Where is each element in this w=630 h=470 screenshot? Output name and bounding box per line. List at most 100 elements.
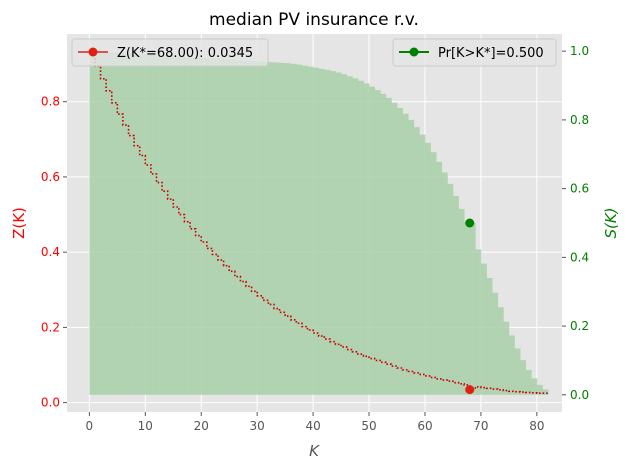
left-tick-label: 0.6 bbox=[41, 170, 60, 184]
s-step-bar bbox=[218, 59, 225, 395]
s-step-bar bbox=[520, 360, 527, 395]
s-step-bar bbox=[424, 142, 431, 395]
s-step-bar bbox=[145, 54, 152, 395]
left-axis-label: Z(K) bbox=[10, 207, 28, 239]
s-step-bar bbox=[413, 127, 420, 395]
s-step-bar bbox=[542, 389, 549, 395]
s-step-bar bbox=[497, 307, 504, 395]
s-step-bar bbox=[134, 53, 141, 395]
legend-right-label: Pr[K>K*]=0.500 bbox=[438, 46, 544, 61]
s-step-bar bbox=[178, 56, 185, 395]
s-step-bar bbox=[508, 335, 515, 395]
right-tick-label: 0.4 bbox=[570, 250, 589, 264]
s-step-bar bbox=[380, 93, 387, 395]
s-step-bar bbox=[397, 107, 403, 395]
s-step-bar bbox=[268, 62, 275, 395]
x-tick-label: 10 bbox=[138, 419, 153, 433]
s-step-bar bbox=[531, 378, 538, 395]
s-star-marker bbox=[465, 218, 475, 228]
x-tick-label: 50 bbox=[361, 419, 376, 433]
z-series-line bbox=[89, 52, 549, 394]
s-step-bar bbox=[128, 53, 135, 395]
right-tick-label: 0.8 bbox=[570, 113, 589, 127]
s-step-bar bbox=[285, 63, 292, 395]
s-step-bar bbox=[195, 57, 202, 395]
left-tick-label: 0.2 bbox=[41, 320, 60, 334]
right-tick-label: 0.6 bbox=[570, 182, 589, 196]
s-step-bar bbox=[329, 71, 336, 395]
s-step-bar bbox=[139, 54, 146, 395]
x-tick-label: 40 bbox=[305, 419, 320, 433]
x-tick-label: 20 bbox=[194, 419, 209, 433]
s-step-bar bbox=[313, 67, 320, 395]
right-tick-label: 1.0 bbox=[570, 44, 589, 58]
x-axis-ticks: 0 10 20 30 40 50 60 70 80 bbox=[86, 412, 544, 433]
s-step-bar bbox=[273, 62, 280, 395]
chart-title: median PV insurance r.v. bbox=[209, 10, 419, 30]
s-step-bar bbox=[391, 102, 398, 395]
s-step-bar bbox=[352, 78, 359, 395]
s-step-bar bbox=[201, 58, 208, 395]
s-step-bar bbox=[385, 97, 392, 395]
right-axis-label: S(K) bbox=[602, 207, 620, 238]
s-step-bar bbox=[100, 51, 107, 395]
s-step-bar bbox=[441, 172, 448, 395]
s-step-bar bbox=[117, 52, 124, 395]
s-step-bar bbox=[296, 64, 303, 395]
z-star-marker bbox=[465, 385, 475, 395]
s-step-bar bbox=[447, 183, 454, 395]
s-step-bar bbox=[486, 277, 493, 395]
s-step-bar bbox=[111, 52, 118, 395]
s-step-bar bbox=[245, 60, 252, 395]
legend-right: Pr[K>K*]=0.500 bbox=[392, 38, 557, 67]
x-tick-label: 80 bbox=[529, 419, 544, 433]
s-step-bar bbox=[525, 370, 532, 395]
s-step-bar bbox=[251, 61, 258, 395]
s-step-bar bbox=[212, 58, 219, 395]
s-step-bar bbox=[369, 86, 376, 395]
s-step-bar bbox=[223, 59, 230, 395]
s-step-bar bbox=[357, 80, 364, 395]
s-step-bar bbox=[290, 63, 297, 395]
s-step-bar bbox=[374, 90, 381, 395]
s-step-bar bbox=[229, 59, 236, 395]
legend-left-box bbox=[71, 38, 269, 67]
s-step-bar bbox=[156, 55, 163, 395]
s-step-bar bbox=[89, 51, 96, 395]
s-step-bar bbox=[480, 263, 487, 395]
s-step-bar bbox=[206, 58, 213, 395]
s-step-bar bbox=[452, 195, 459, 395]
s-series-area bbox=[89, 51, 549, 395]
s-step-bar bbox=[341, 74, 348, 395]
s-step-bar bbox=[106, 52, 113, 395]
s-step-bar bbox=[492, 292, 499, 395]
s-step-bar bbox=[234, 60, 241, 395]
legend-right-box bbox=[392, 38, 557, 67]
s-step-bar bbox=[150, 54, 157, 395]
s-step-bar bbox=[94, 51, 101, 395]
s-step-bar bbox=[458, 208, 465, 395]
s-step-bar bbox=[184, 57, 191, 395]
left-axis-ticks: 0.0 0.2 0.4 0.6 0.8 bbox=[41, 95, 67, 410]
legend-left-label: Z(K*=68.00): 0.0345 bbox=[117, 46, 253, 61]
legend-right-marker bbox=[409, 47, 419, 57]
s-step-bar bbox=[464, 222, 471, 395]
right-axis-ticks: 0.0 0.2 0.4 0.6 0.8 1.0 bbox=[562, 44, 589, 402]
s-step-bar bbox=[469, 223, 476, 395]
s-step-bar bbox=[307, 66, 314, 395]
s-step-bar bbox=[262, 61, 269, 395]
s-step-bar bbox=[240, 60, 247, 395]
s-step-bar bbox=[324, 69, 331, 395]
s-step-bar bbox=[503, 321, 510, 395]
left-tick-label: 0.0 bbox=[41, 396, 60, 410]
s-step-bar bbox=[402, 113, 409, 395]
s-step-bar bbox=[173, 56, 180, 395]
x-tick-label: 60 bbox=[417, 419, 432, 433]
s-step-bar bbox=[301, 65, 308, 395]
s-step-bar bbox=[363, 83, 370, 395]
legend-left-marker bbox=[88, 47, 98, 57]
s-step-bar bbox=[122, 53, 129, 395]
x-tick-label: 70 bbox=[473, 419, 488, 433]
s-step-bar bbox=[430, 152, 437, 395]
s-step-bar bbox=[190, 57, 197, 395]
